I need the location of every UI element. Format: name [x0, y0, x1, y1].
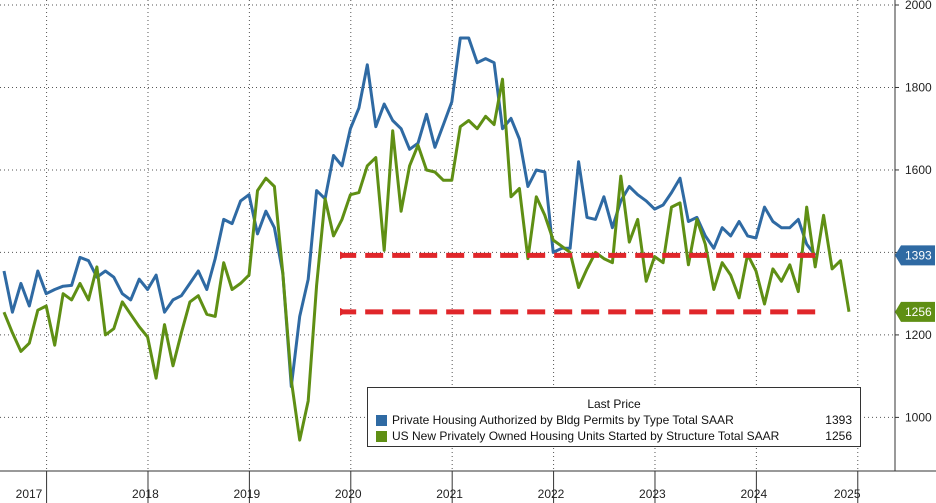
y-tick-label: 1000	[905, 410, 932, 424]
x-tick-label: 2021	[436, 487, 463, 501]
tag-value: 1393	[905, 248, 932, 262]
tag-shape	[895, 245, 935, 266]
legend-entry-permits: Private Housing Authorized by Bldg Permi…	[368, 412, 860, 428]
legend-label-starts: US New Privately Owned Housing Units Sta…	[392, 429, 780, 443]
x-tick-label: 2022	[538, 487, 565, 501]
x-tick-label: 2018	[132, 487, 159, 501]
x-axis-labels: 2017 2018 2019 2020 2021 2022 2023 2024 2025	[16, 487, 861, 501]
series-lines	[2, 36, 851, 442]
x-tick-label: 2023	[639, 487, 666, 501]
last-value-tag-permits: 1393	[895, 245, 935, 266]
legend-label-permits: Private Housing Authorized by Bldg Permi…	[392, 413, 734, 427]
last-value-tags: 1393 1256	[895, 245, 935, 322]
annotations	[340, 251, 816, 316]
x-tick-label: 2019	[233, 487, 260, 501]
last-value-tag-starts: 1256	[895, 301, 935, 322]
tag-value: 1256	[905, 305, 932, 319]
y-tick-label: 1600	[905, 163, 932, 177]
y-tick-label: 2000	[905, 0, 932, 12]
y-axis-labels: 100012001400160018002000	[905, 0, 932, 424]
legend-swatch-starts	[376, 430, 387, 442]
legend: Last Price Private Housing Authorized by…	[367, 387, 861, 447]
x-tick-label: 2025	[834, 487, 861, 501]
legend-value-starts: 1256	[825, 429, 852, 443]
y-tick-label: 1800	[905, 80, 932, 94]
legend-title: Last Price	[587, 397, 641, 411]
series-line-starts	[2, 77, 851, 442]
legend-entry-starts: US New Privately Owned Housing Units Sta…	[368, 428, 860, 444]
tag-shape	[895, 301, 935, 322]
x-tick-label: 2020	[335, 487, 362, 501]
x-tick-label: 2017	[16, 487, 43, 501]
legend-value-permits: 1393	[825, 413, 852, 427]
series-line-permits	[2, 36, 817, 388]
legend-swatch-permits	[376, 414, 387, 426]
y-tick-label: 1200	[905, 328, 932, 342]
x-tick-label: 2024	[740, 487, 767, 501]
